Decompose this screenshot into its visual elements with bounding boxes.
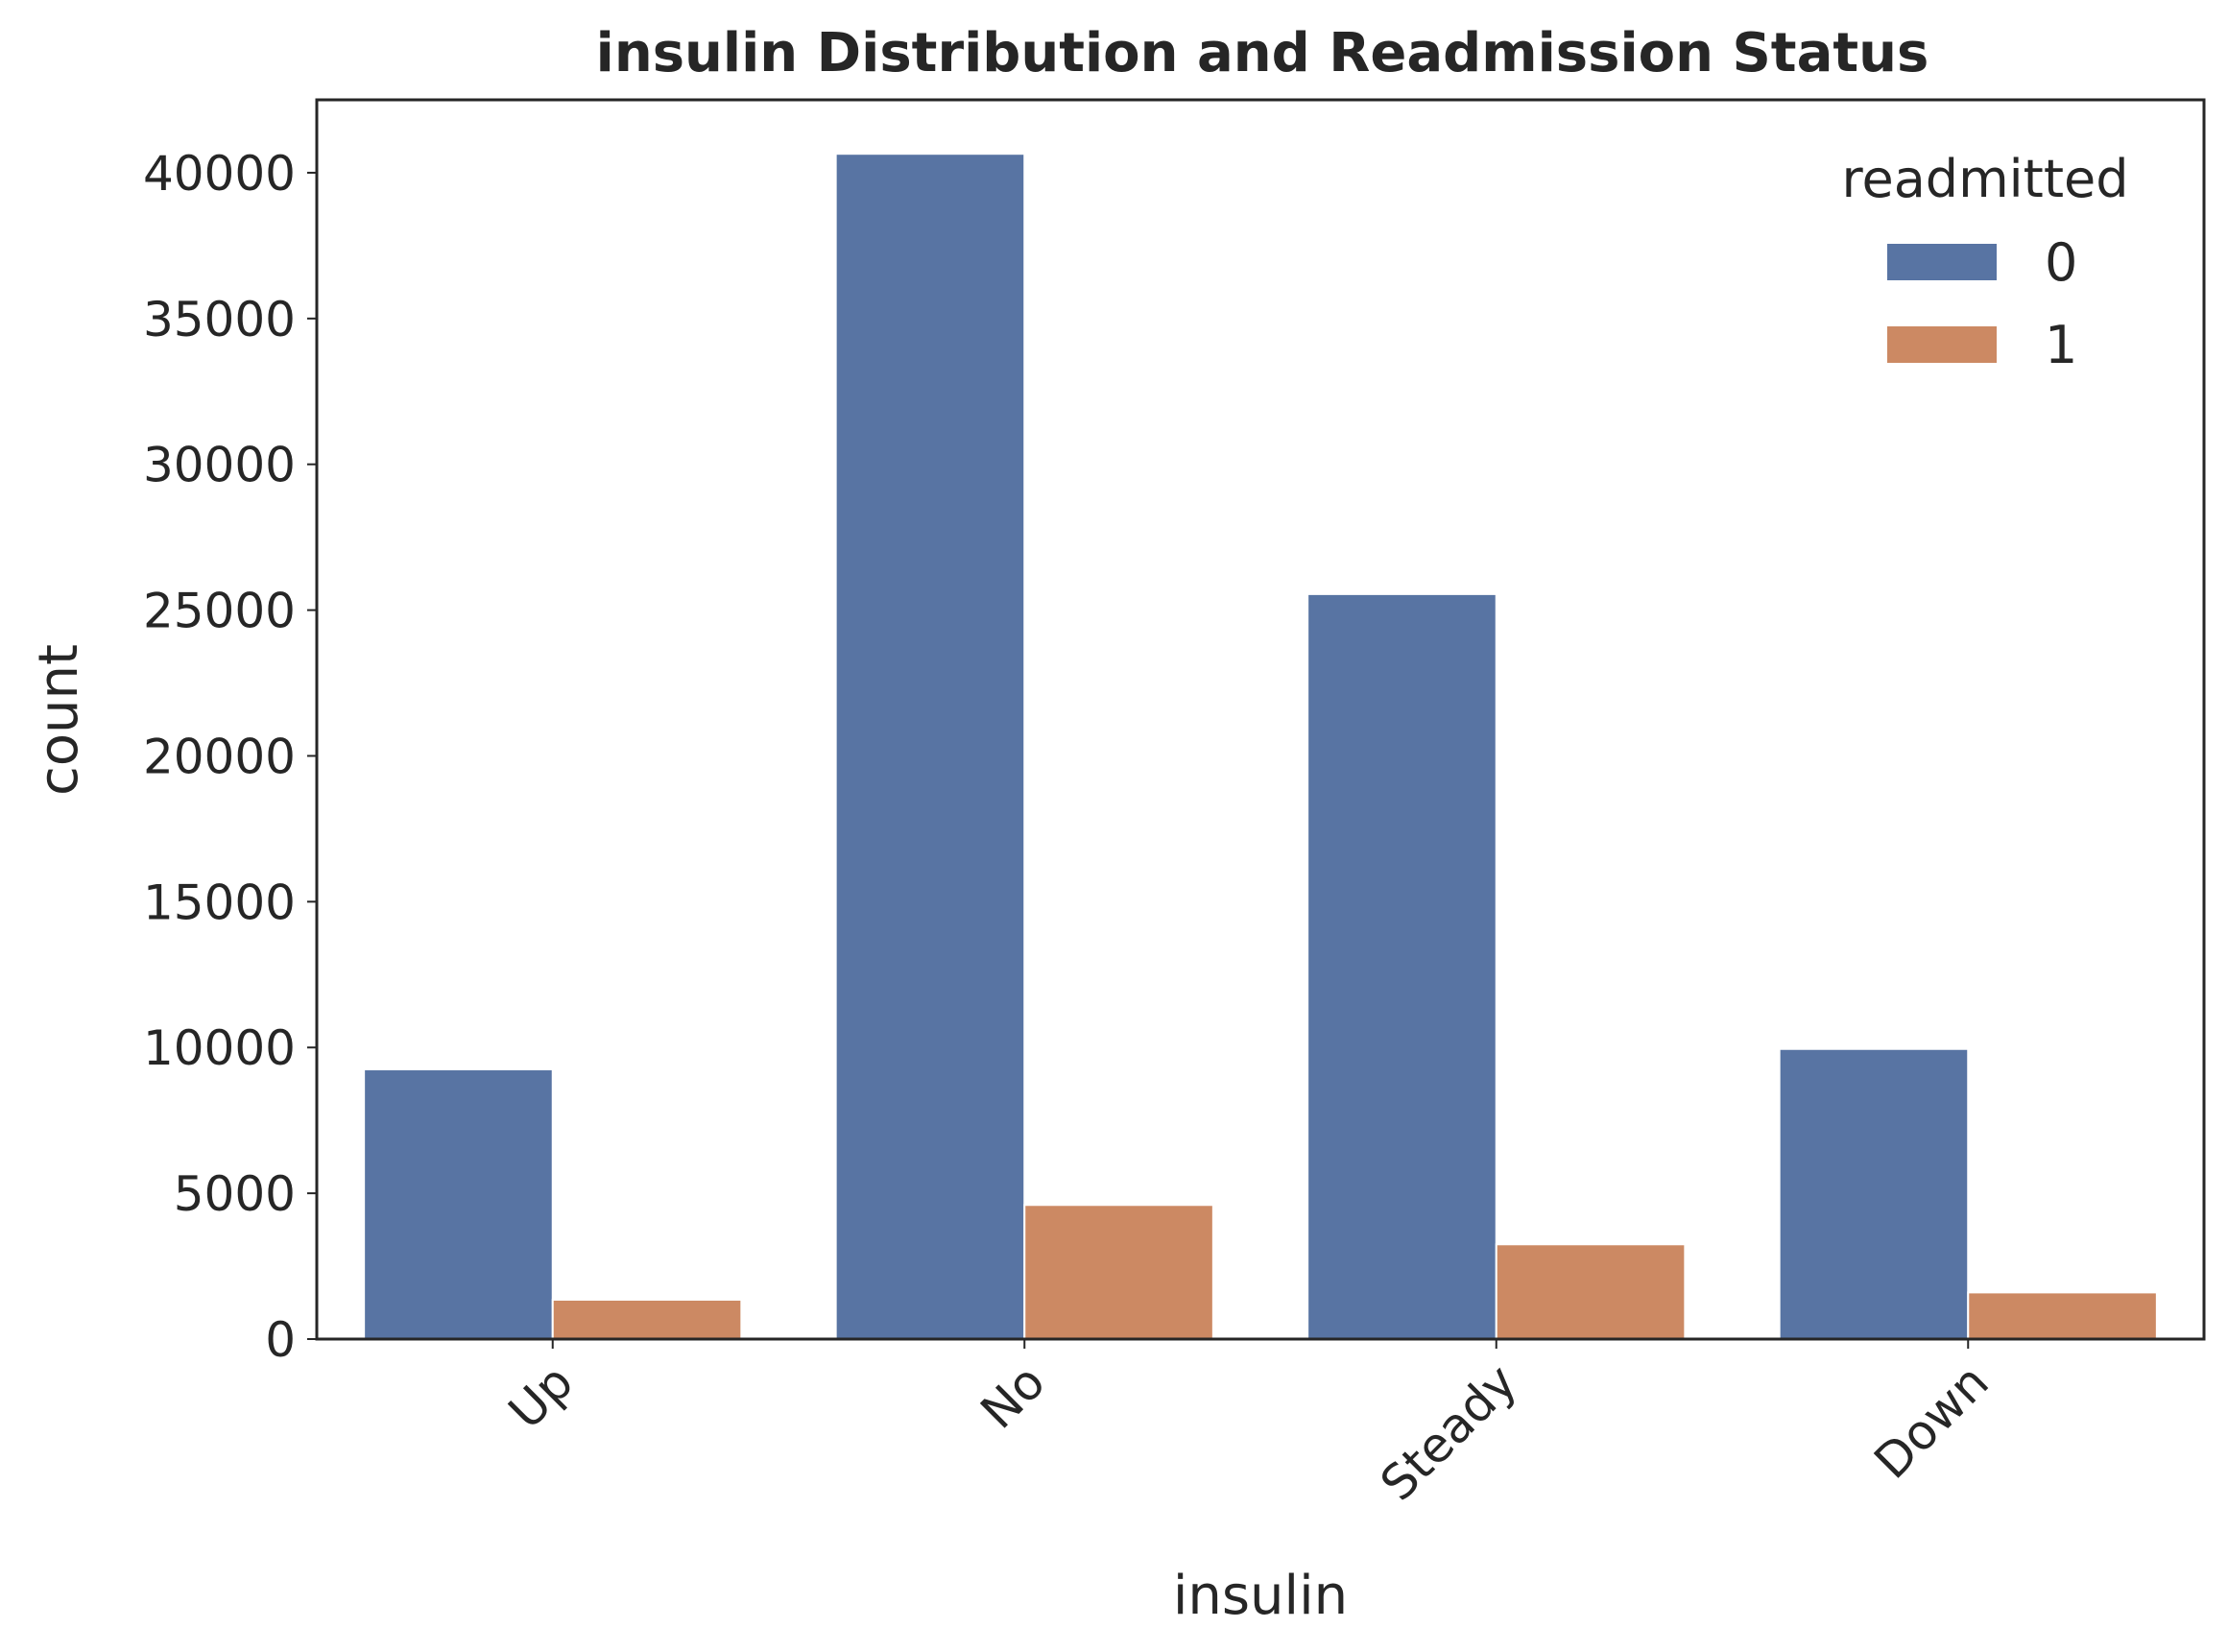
bar-down-series-1 [1967, 1291, 2158, 1341]
y-tick-label: 30000 [143, 438, 296, 493]
chart-title: insulin Distribution and Readmission Sta… [596, 22, 1929, 84]
x-tick-label-down: Down [1864, 1353, 2000, 1489]
y-tick-label: 35000 [143, 292, 296, 347]
y-axis-ticks: 0 5000 10000 15000 20000 25000 30000 35000 40000 [143, 146, 317, 1368]
x-axis-ticks: Up No Steady Down [498, 1339, 2000, 1512]
y-tick-label: 0 [265, 1312, 296, 1368]
x-tick-label-no: No [970, 1353, 1056, 1439]
legend-title: readmitted [1841, 149, 2128, 209]
y-tick-label: 20000 [143, 729, 296, 784]
legend-label-1: 1 [2045, 315, 2077, 375]
y-axis-label: count [28, 644, 90, 796]
y-tick-label: 40000 [143, 146, 296, 202]
legend-swatch-1 [1887, 326, 1997, 363]
y-tick-label: 10000 [143, 1020, 296, 1076]
y-tick-label: 25000 [143, 584, 296, 639]
y-tick-label: 5000 [174, 1166, 296, 1222]
bars-group [363, 153, 2158, 1341]
x-tick-label-up: Up [498, 1353, 584, 1439]
legend-swatch-0 [1887, 244, 1997, 280]
x-axis-label: insulin [1173, 1565, 1348, 1627]
legend: readmitted 0 1 [1841, 149, 2128, 375]
plot-frame [315, 98, 2206, 1341]
bar-down-series-0 [1778, 1047, 1970, 1341]
bar-steady-series-0 [1306, 592, 1497, 1340]
bar-no-series-0 [834, 153, 1026, 1341]
bar-steady-series-1 [1495, 1243, 1687, 1341]
legend-label-0: 0 [2045, 232, 2077, 293]
bar-up-series-1 [551, 1298, 743, 1341]
x-tick-label-steady: Steady [1370, 1353, 1527, 1511]
bar-up-series-0 [363, 1068, 554, 1341]
bar-no-series-1 [1023, 1204, 1214, 1340]
y-tick-label: 15000 [143, 874, 296, 930]
